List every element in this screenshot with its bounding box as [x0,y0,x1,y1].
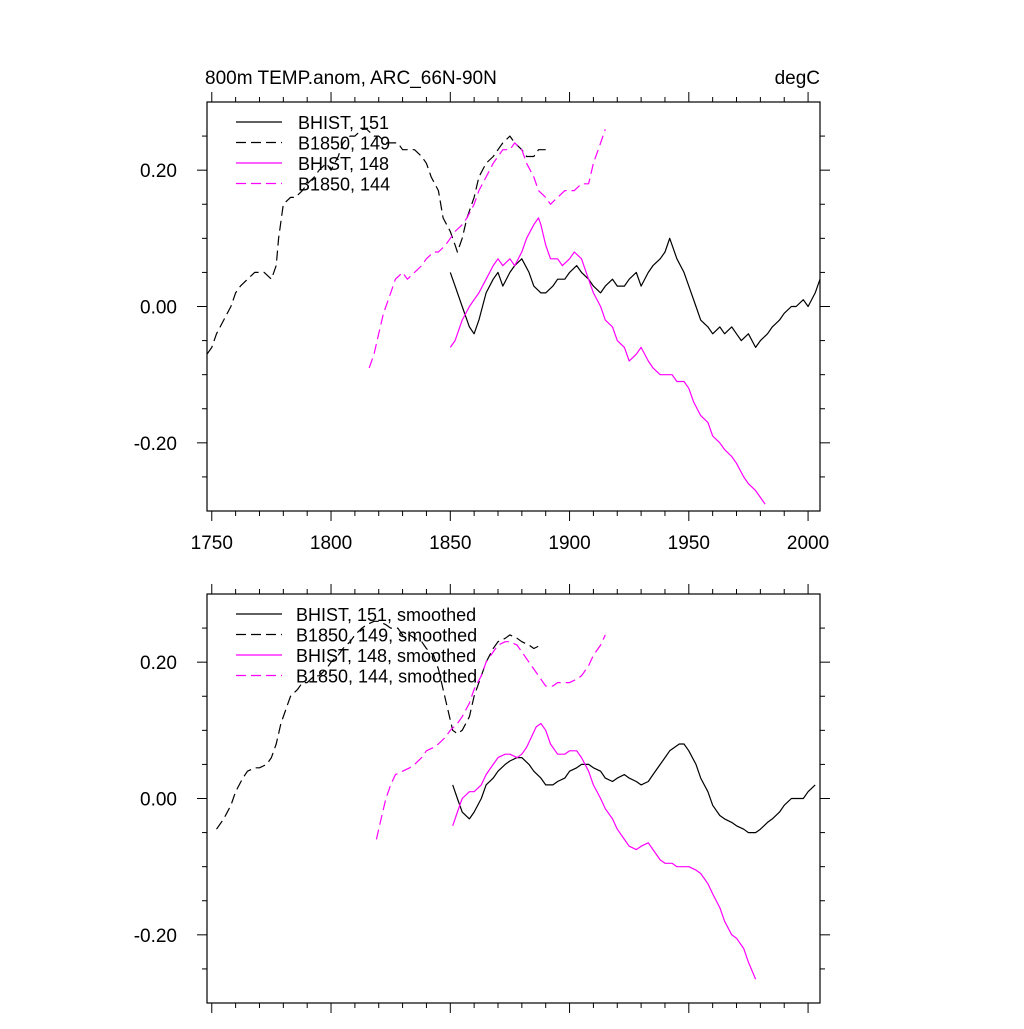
x-tick-label: 1750 [191,533,233,554]
chart-title: 800m TEMP.anom, ARC_66N-90N [205,68,497,89]
legend-label: BHIST, 151, smoothed [296,605,476,625]
series-line-2 [207,128,546,355]
y-tick-label: -0.20 [134,434,177,455]
legend-label: B1850, 144, smoothed [296,667,477,687]
legend-label: B1850, 149, smoothed [296,626,477,646]
chart-units: degC [775,68,820,89]
series-line-4 [375,634,606,840]
x-tick-label: 1850 [429,533,471,554]
top-panel: 800m TEMP.anom, ARC_66N-90N degC 1750 180… [134,68,830,554]
series-line-4 [368,129,606,369]
series-line-3 [449,217,766,505]
legend-label: B1850, 144 [298,175,390,195]
x-tick-label: 1900 [548,533,590,554]
legend-label: BHIST, 148, smoothed [296,646,476,666]
y-tick-label: 0.00 [140,298,177,319]
series-line-3 [452,722,757,980]
series-line-2 [216,620,542,830]
legend-label: B1850, 149 [298,134,390,154]
series-line-1 [449,237,820,348]
y-tick-label: 0.20 [140,653,177,674]
legend-label: BHIST, 148 [298,154,389,174]
legend-label: BHIST, 151 [298,113,389,133]
y-tick-label: -0.20 [134,926,177,947]
x-tick-label: 2000 [787,533,829,554]
y-tick-label: 0.00 [140,790,177,811]
y-tick-label: 0.20 [140,161,177,182]
x-tick-label: 1800 [310,533,352,554]
series-line-1 [452,743,816,834]
x-tick-label: 1950 [668,533,710,554]
